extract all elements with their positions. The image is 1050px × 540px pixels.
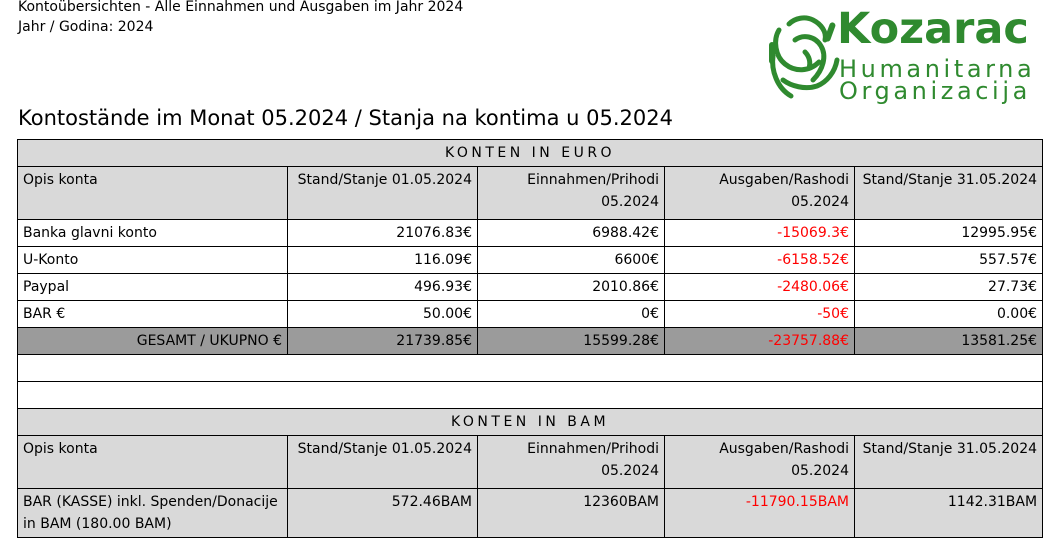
end-balance: 557.57€ [853,246,1044,274]
organization-logo: Kozarac Humanitarna Organizacija [765,0,1050,104]
start-balance: 50.00€ [287,300,478,328]
spacer-row [16,354,1044,382]
table-row: Paypal 496.93€ 2010.86€ -2480.06€ 27.73€ [17,273,1044,301]
spacer-row [16,381,1044,409]
spacer-cell [16,354,1044,382]
start-balance: 116.09€ [287,246,478,274]
bam-band-label: KONTEN IN BAM [16,408,1044,436]
logo-subtitle-2: Organizacija [839,77,1031,105]
end-balance: 1142.31BAM [853,488,1044,538]
start-balance: 572.46BAM [287,488,478,538]
logo-name: Kozarac [837,4,1029,54]
income: 6988.42€ [477,219,665,247]
col-header-expense-text: Ausgaben/Rashodi 05.2024 [719,172,849,210]
col-header-end: Stand/Stanje 31.05.2024 [853,166,1044,220]
euro-band-label: KONTEN IN EURO [16,139,1044,167]
col-header-start: Stand/Stanje 01.05.2024 [287,435,478,489]
accounts-table: KONTEN IN EURO Opis konta Stand/Stanje 0… [16,139,1044,538]
income: 12360BAM [477,488,665,538]
total-expense: -23757.88€ [664,327,855,355]
table-row: U-Konto 116.09€ 6600€ -6158.52€ 557.57€ [17,246,1044,274]
income: 2010.86€ [477,273,665,301]
income: 0€ [477,300,665,328]
expense: -50€ [664,300,855,328]
euro-band-row: KONTEN IN EURO [16,139,1044,167]
col-header-income: Einnahmen/Prihodi 05.2024 [477,166,665,220]
bam-column-header-row: Opis konta Stand/Stanje 01.05.2024 Einna… [17,435,1044,489]
income: 6600€ [477,246,665,274]
col-header-expense-text: Ausgaben/Rashodi 05.2024 [719,441,849,479]
account-name: BAR (KASSE) inkl. Spenden/Donacije in BA… [17,488,288,538]
col-header-expense: Ausgaben/Rashodi 05.2024 [664,435,855,489]
logo-subtitle-1: Humanitarna [839,55,1036,83]
col-header-account: Opis konta [17,435,288,489]
account-name: BAR € [17,300,288,328]
expense: -2480.06€ [664,273,855,301]
euro-column-header-row: Opis konta Stand/Stanje 01.05.2024 Einna… [17,166,1044,220]
end-balance: 12995.95€ [853,219,1044,247]
col-header-account: Opis konta [17,166,288,220]
euro-total-row: GESAMT / UKUPNO € 21739.85€ 15599.28€ -2… [17,327,1044,355]
total-income: 15599.28€ [477,327,665,355]
spacer-cell [16,381,1044,409]
bam-band-row: KONTEN IN BAM [16,408,1044,436]
account-name: U-Konto [17,246,288,274]
total-start-balance: 21739.85€ [287,327,478,355]
start-balance: 496.93€ [287,273,478,301]
end-balance: 0.00€ [853,300,1044,328]
total-label: GESAMT / UKUPNO € [17,327,288,355]
col-header-expense: Ausgaben/Rashodi 05.2024 [664,166,855,220]
col-header-income-text: Einnahmen/Prihodi 05.2024 [527,441,659,479]
total-end-balance: 13581.25€ [853,327,1044,355]
col-header-income: Einnahmen/Prihodi 05.2024 [477,435,665,489]
table-row: Banka glavni konto 21076.83€ 6988.42€ -1… [17,219,1044,247]
col-header-end: Stand/Stanje 31.05.2024 [853,435,1044,489]
end-balance: 27.73€ [853,273,1044,301]
col-header-income-text: Einnahmen/Prihodi 05.2024 [527,172,659,210]
expense: -11790.15BAM [664,488,855,538]
col-header-start: Stand/Stanje 01.05.2024 [287,166,478,220]
table-row: BAR (KASSE) inkl. Spenden/Donacije in BA… [17,488,1044,538]
expense: -15069.3€ [664,219,855,247]
start-balance: 21076.83€ [287,219,478,247]
report-title: Kontoübersichten - Alle Einnahmen und Au… [18,0,464,15]
account-name: Paypal [17,273,288,301]
report-year: Jahr / Godina: 2024 [18,19,154,35]
expense: -6158.52€ [664,246,855,274]
table-row: BAR € 50.00€ 0€ -50€ 0.00€ [17,300,1044,328]
account-name: Banka glavni konto [17,219,288,247]
hands-emblem-icon [769,15,840,99]
section-title: Kontostände im Monat 05.2024 / Stanja na… [18,106,673,130]
